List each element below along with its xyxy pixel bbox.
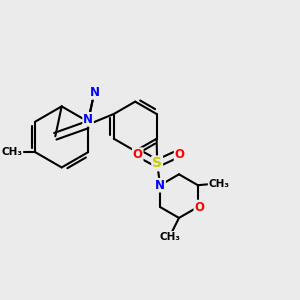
Text: CH₃: CH₃ [2, 147, 22, 157]
Text: O: O [133, 148, 143, 161]
Text: CH₃: CH₃ [208, 179, 230, 189]
Text: S: S [152, 156, 162, 170]
Text: O: O [194, 200, 204, 214]
Text: N: N [83, 113, 93, 126]
Text: N: N [90, 86, 100, 99]
Text: N: N [155, 179, 165, 192]
Text: O: O [175, 148, 184, 161]
Text: CH₃: CH₃ [160, 232, 181, 242]
